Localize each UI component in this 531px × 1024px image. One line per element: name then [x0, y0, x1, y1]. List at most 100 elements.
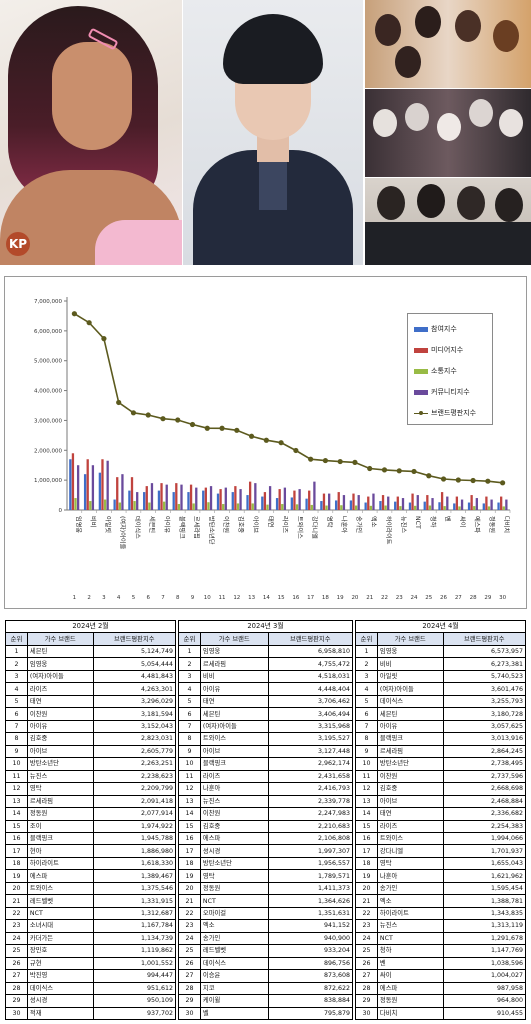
table-row: 11 라이즈 2,431,658 [178, 769, 354, 784]
table-row: 25 레드벨벳 933,204 [178, 944, 354, 958]
rank-cell: 5 [178, 694, 201, 709]
rank-cell: 3 [355, 669, 378, 684]
rank-cell: 28 [355, 981, 378, 996]
rank-cell: 30 [5, 1006, 28, 1021]
brand-cell: 적재 [26, 1006, 94, 1021]
brand-cell: 에스파 [26, 869, 94, 883]
x-category-label: 영탁 [325, 516, 333, 528]
rank-cell: 23 [355, 919, 378, 933]
brand-cell: 이찬원 [376, 769, 444, 784]
bar-2 [219, 489, 222, 510]
bar-3 [222, 504, 225, 510]
x-index-label: 22 [381, 595, 388, 601]
table-row: 7 아이유 3,152,043 [5, 719, 177, 734]
x-index-label: 2 [87, 595, 91, 601]
table-row: 3 아일릿 5,740,523 [355, 669, 527, 684]
legend-label: 소통지수 [431, 367, 457, 375]
brand-cell: 임영웅 [26, 657, 94, 671]
bar-3 [310, 504, 313, 510]
x-category-label: 에스파 [473, 516, 481, 533]
line-point [204, 425, 210, 431]
bar-1 [202, 490, 205, 510]
bar-1 [261, 496, 264, 510]
score-cell: 1,119,862 [92, 944, 177, 958]
bar-3 [428, 505, 432, 510]
x-index-label: 19 [337, 595, 344, 601]
brand-cell: 비비 [199, 669, 269, 684]
bar-1 [231, 492, 234, 510]
bar-1 [216, 493, 220, 510]
rank-cell: 21 [355, 894, 378, 908]
brand-cell: 아일릿 [376, 669, 444, 684]
bar-4 [401, 498, 405, 510]
score-cell: 6,958,810 [267, 644, 354, 659]
table-row: 4 아이유 4,448,404 [178, 682, 354, 696]
brand-cell: 세븐틴 [199, 707, 269, 721]
bar-2 [352, 493, 355, 510]
score-cell: 1,886,980 [92, 844, 177, 858]
x-index-label: 9 [191, 595, 195, 601]
score-cell: 6,573,957 [442, 644, 527, 659]
table-row: 18 방탄소년단 1,956,557 [178, 856, 354, 871]
rank-cell: 24 [178, 931, 201, 946]
table-row: 6 세븐틴 3,406,494 [178, 707, 354, 721]
score-cell: 2,336,682 [442, 807, 527, 821]
score-cell: 3,180,728 [442, 707, 527, 721]
bar-2 [426, 495, 429, 510]
brand-cell: 트와이스 [26, 881, 94, 896]
bar-3 [207, 502, 210, 510]
x-category-label: 송가인 [355, 516, 363, 533]
score-cell: 2,210,683 [267, 819, 354, 833]
score-cell: 2,209,799 [92, 782, 177, 796]
x-category-label: 나훈아 [340, 516, 348, 533]
table-header-cell: 순위 [5, 632, 28, 646]
bar-3 [266, 504, 269, 510]
bar-1 [157, 490, 161, 510]
score-cell: 4,263,301 [92, 682, 177, 696]
score-cell: 3,181,594 [92, 707, 177, 721]
x-index-label: 6 [146, 595, 150, 601]
brand-cell: 이찬원 [199, 807, 269, 821]
table-row: 28 데이식스 951,612 [5, 981, 177, 996]
rank-cell: 19 [5, 869, 28, 883]
chart-legend: 참여지수 미디어지수 소통지수 커뮤니티지수 브랜드평판지수 [407, 313, 493, 425]
table-row: 10 방탄소년단 2,738,495 [355, 757, 527, 771]
rank-cell: 29 [5, 994, 28, 1008]
score-cell: 5,740,523 [442, 669, 527, 684]
score-cell: 1,375,546 [92, 881, 177, 896]
legend-item-5: 브랜드평판지수 [414, 406, 476, 420]
bar-2 [101, 459, 104, 510]
score-cell: 1,004,027 [442, 969, 527, 983]
rank-cell: 23 [5, 919, 28, 933]
rank-cell: 16 [178, 831, 201, 846]
brand-cell: 르세라핌 [26, 794, 94, 809]
x-category-label: 아일릿 [104, 516, 112, 533]
x-category-label: NCT [414, 516, 421, 529]
table-row: 15 라이즈 2,254,383 [355, 819, 527, 833]
score-cell: 3,601,476 [442, 682, 527, 696]
rank-cell: 7 [355, 719, 378, 734]
x-category-label: 청하 [429, 516, 437, 528]
brand-cell: 임영웅 [376, 644, 444, 659]
x-index-label: 28 [470, 595, 477, 601]
rank-cell: 30 [178, 1006, 201, 1021]
bar-1 [334, 500, 338, 510]
x-category-label: 트와이스 [296, 516, 304, 539]
score-cell: 896,756 [267, 956, 354, 971]
bar-4 [165, 484, 168, 510]
x-index-label: 16 [292, 595, 299, 601]
rank-cell: 16 [355, 831, 378, 846]
score-cell: 872,622 [267, 981, 354, 996]
x-index-label: 25 [425, 595, 432, 601]
table-row: 22 하이라이트 1,343,835 [355, 906, 527, 921]
bar-1 [246, 495, 249, 510]
rank-cell: 22 [178, 906, 201, 921]
table-row: 7 아이유 3,057,625 [355, 719, 527, 734]
ranking-table-1: 2024년 2월 순위 가수 브랜드 브랜드평판지수 1 세븐틴 5,124,749 2 임영웅… [5, 619, 177, 1021]
table-row: 12 나훈아 2,416,793 [178, 782, 354, 796]
table-row: 29 케이윌 838,884 [178, 994, 354, 1008]
table-row: 26 벤 1,038,596 [355, 956, 527, 971]
bar-4 [342, 495, 346, 510]
rank-cell: 9 [178, 744, 201, 759]
